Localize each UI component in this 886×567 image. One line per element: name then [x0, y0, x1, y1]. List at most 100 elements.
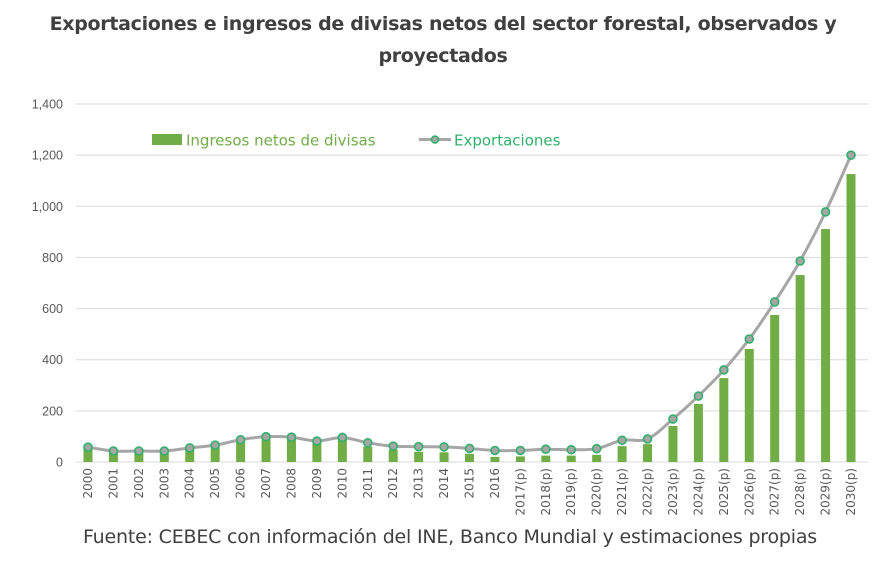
marker-exportaciones-2015	[464, 443, 475, 454]
x-tick-label: 2012	[386, 468, 400, 499]
bar-ingresos-2026(p)	[744, 348, 754, 462]
marker-exportaciones-2025(p)	[719, 365, 729, 375]
x-tick-label: 2014	[437, 468, 451, 499]
y-tick-label: 0	[56, 456, 63, 470]
x-tick-label: 2015	[463, 468, 477, 499]
legend-swatch-ingresos	[152, 134, 182, 145]
bar-ingresos-2000	[83, 447, 93, 462]
bar-ingresos-2012	[388, 449, 398, 462]
marker-exportaciones-2014	[439, 442, 449, 452]
chart-title-line-1: Exportaciones e ingresos de divisas neto…	[49, 13, 837, 35]
x-tick-label: 2011	[361, 468, 375, 499]
x-tick-label: 2029(p)	[819, 468, 833, 516]
x-tick-label: 2021(p)	[615, 468, 629, 516]
marker-exportaciones-2005	[210, 440, 220, 450]
bar-ingresos-2009	[312, 442, 322, 462]
x-tick-label: 2007	[259, 468, 273, 499]
marker-exportaciones-2020(p)	[591, 443, 602, 454]
gridlines	[76, 103, 868, 463]
bar-ingresos-2004	[185, 448, 195, 462]
x-tick-label: 2004	[183, 468, 197, 499]
marker-exportaciones-2027(p)	[769, 297, 780, 307]
marker-exportaciones-2010	[337, 432, 348, 443]
marker-exportaciones-2013	[413, 441, 424, 452]
x-tick-label: 2013	[412, 468, 426, 499]
bar-ingresos-2013	[414, 451, 424, 462]
y-tick-label: 1,000	[32, 200, 63, 214]
bar-ingresos-2027(p)	[770, 314, 780, 462]
bar-ingresos-2019(p)	[566, 455, 576, 462]
bar-ingresos-2005	[210, 446, 220, 462]
y-tick-label: 1,200	[32, 149, 63, 163]
bar-ingresos-2022(p)	[643, 444, 653, 462]
x-tick-label: 2005	[208, 468, 222, 499]
x-tick-label: 2016	[488, 468, 502, 499]
x-tick-label: 2024(p)	[691, 468, 705, 516]
bar-ingresos-2016	[490, 456, 500, 462]
x-tick-label: 2017(p)	[513, 468, 527, 516]
y-axis: 0 200 400 600 800 1,000 1,200 1,400	[32, 98, 63, 470]
x-tick-label: 2006	[234, 468, 248, 499]
bar-ingresos-2017(p)	[515, 456, 525, 462]
y-tick-label: 400	[42, 353, 63, 367]
y-tick-label: 800	[42, 251, 63, 265]
x-tick-label: 2023(p)	[666, 468, 680, 516]
legend-label-ingresos: Ingresos netos de divisas	[186, 132, 376, 150]
marker-exportaciones-2029(p)	[820, 207, 831, 217]
x-tick-label: 2026(p)	[742, 468, 756, 516]
bar-ingresos-2006	[236, 441, 246, 462]
bar-ingresos-2025(p)	[719, 378, 729, 462]
marker-exportaciones-2007	[261, 431, 271, 442]
bar-ingresos-2021(p)	[617, 446, 627, 462]
x-tick-label: 2008	[284, 468, 298, 499]
marker-exportaciones-2019(p)	[566, 444, 577, 455]
x-tick-label: 2002	[132, 468, 146, 499]
marker-exportaciones-2021(p)	[617, 435, 627, 446]
marker-exportaciones-2001	[108, 446, 119, 456]
marker-exportaciones-2009	[312, 436, 322, 446]
bar-ingresos-2029(p)	[821, 229, 831, 462]
bar-ingresos-2002	[134, 451, 144, 462]
bar-ingresos-2003	[159, 451, 169, 462]
legend: Ingresos netos de divisas Exportaciones	[152, 132, 561, 150]
marker-exportaciones-2026(p)	[744, 334, 755, 344]
bar-series-ingresos	[83, 174, 856, 462]
x-tick-label: 2010	[335, 468, 349, 499]
x-tick-label: 2020(p)	[590, 468, 604, 516]
bar-ingresos-2018(p)	[541, 455, 551, 462]
bar-ingresos-2030(p)	[846, 174, 856, 462]
marker-exportaciones-2024(p)	[693, 391, 704, 401]
marker-exportaciones-2030(p)	[846, 150, 856, 160]
bar-ingresos-2007	[261, 437, 271, 462]
bar-ingresos-2024(p)	[693, 403, 703, 462]
chart-title-line-2: proyectados	[378, 45, 508, 67]
line-exportaciones	[87, 154, 853, 453]
chart-source-note: Fuente: CEBEC con información del INE, B…	[82, 526, 818, 548]
marker-exportaciones-2002	[134, 446, 144, 456]
marker-exportaciones-2004	[184, 443, 195, 453]
marker-exportaciones-2017(p)	[515, 445, 526, 456]
x-tick-label: 2003	[157, 468, 171, 499]
marker-exportaciones-2000	[83, 442, 93, 452]
x-tick-label: 2022(p)	[641, 468, 655, 516]
marker-exportaciones-2018(p)	[540, 444, 551, 455]
bar-ingresos-2001	[108, 451, 118, 462]
x-tick-label: 2001	[106, 468, 120, 499]
y-tick-label: 1,400	[32, 98, 63, 112]
bar-ingresos-2008	[286, 438, 296, 462]
x-tick-label: 2028(p)	[793, 468, 807, 516]
bar-ingresos-2014	[439, 452, 449, 462]
bar-ingresos-2011	[363, 446, 373, 462]
marker-exportaciones-2016	[490, 445, 500, 456]
marker-exportaciones-2006	[235, 434, 246, 445]
bar-ingresos-2020(p)	[592, 454, 602, 462]
chart-title: Exportaciones e ingresos de divisas neto…	[0, 8, 886, 72]
marker-exportaciones-2011	[362, 438, 373, 448]
bar-ingresos-2028(p)	[795, 275, 805, 462]
marker-exportaciones-2008	[286, 432, 297, 442]
x-tick-label: 2000	[81, 468, 95, 499]
x-tick-label: 2027(p)	[768, 468, 782, 516]
legend-label-exportaciones: Exportaciones	[454, 132, 561, 150]
marker-exportaciones-2028(p)	[795, 256, 805, 266]
